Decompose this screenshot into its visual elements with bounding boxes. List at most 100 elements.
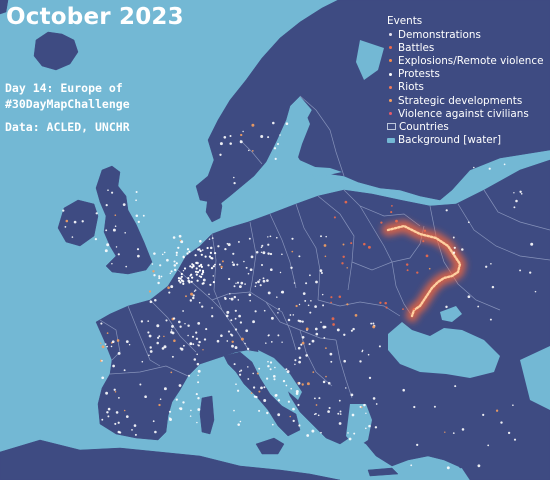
event-dot — [333, 216, 336, 219]
event-dot — [339, 413, 342, 415]
event-dot — [454, 385, 457, 388]
event-dot — [142, 214, 145, 217]
event-dot — [473, 166, 475, 169]
event-dot — [385, 306, 388, 309]
event-dot — [395, 219, 398, 223]
event-dot — [273, 378, 276, 381]
event-dot — [330, 360, 333, 363]
event-dot — [254, 285, 257, 288]
event-dot — [233, 409, 235, 412]
event-dot — [183, 267, 187, 270]
event-dot — [234, 346, 238, 350]
scandinavia-finland-russia — [195, 0, 550, 205]
event-dot — [285, 384, 288, 387]
event-dot — [258, 409, 261, 412]
event-dot — [170, 285, 174, 289]
event-dot — [210, 267, 214, 270]
event-dot — [368, 376, 372, 380]
legend-item-violence-against-civilians: Violence against civilians — [387, 107, 550, 120]
event-dot — [209, 251, 212, 254]
event-dot — [351, 413, 355, 417]
event-dot — [276, 142, 280, 146]
event-dot — [157, 336, 160, 339]
border-line — [109, 365, 189, 377]
event-dot — [182, 310, 184, 312]
event-dot — [226, 242, 229, 245]
white-sea — [356, 40, 384, 80]
event-dot — [224, 247, 227, 251]
border-line — [177, 269, 223, 311]
event-dot — [227, 330, 231, 333]
event-dot — [267, 364, 270, 368]
event-dot — [322, 380, 326, 384]
event-dot — [294, 363, 296, 366]
event-dot — [212, 281, 215, 284]
mallorca — [149, 413, 163, 427]
event-dot — [209, 283, 212, 286]
event-dot — [328, 406, 331, 410]
event-dot — [195, 261, 198, 264]
event-dot — [252, 386, 256, 389]
event-dot — [175, 251, 178, 254]
event-dot — [267, 291, 271, 295]
event-dot — [112, 228, 116, 232]
event-dot — [513, 206, 516, 209]
event-dot — [289, 415, 291, 418]
event-dot — [260, 263, 264, 267]
event-dot — [250, 392, 253, 394]
event-dot — [305, 327, 309, 331]
event-dot — [262, 251, 266, 255]
greenland-edge — [0, 0, 9, 15]
event-dot — [134, 433, 137, 436]
event-dot — [128, 343, 131, 346]
event-dot — [168, 410, 172, 413]
event-dot — [240, 369, 243, 372]
legend-label: Violence against civilians — [398, 107, 529, 120]
event-dot — [141, 360, 144, 363]
event-dot — [170, 270, 173, 273]
countries-swatch — [387, 123, 396, 131]
event-dot — [307, 304, 310, 307]
event-dot — [180, 275, 183, 278]
event-dot — [345, 387, 347, 389]
event-dot — [123, 409, 126, 412]
event-dot — [190, 292, 194, 296]
event-dot — [160, 275, 163, 278]
event-dot — [503, 163, 506, 166]
event-dot — [310, 300, 312, 302]
event-dot — [172, 317, 176, 320]
event-dot — [236, 389, 240, 392]
event-dot — [148, 354, 150, 356]
event-dot — [192, 343, 195, 346]
event-dot — [363, 403, 366, 407]
event-dot — [308, 343, 311, 346]
event-dot — [223, 135, 227, 139]
event-dot — [195, 267, 198, 270]
event-dot — [281, 341, 283, 343]
event-dot — [182, 282, 185, 285]
event-dot — [247, 378, 250, 380]
event-dot — [238, 285, 242, 289]
event-dot — [236, 263, 239, 266]
event-dot — [477, 464, 481, 468]
legend: Events Demonstrations Battles Explosions… — [387, 15, 550, 147]
event-dot — [347, 432, 349, 434]
event-dot — [117, 421, 120, 424]
event-dot — [354, 314, 358, 317]
event-dot — [276, 296, 278, 298]
event-dot — [211, 237, 214, 240]
event-dot — [198, 340, 201, 344]
event-dot — [461, 428, 465, 431]
event-dot — [372, 397, 376, 400]
ukraine-frontline-core — [386, 224, 462, 318]
event-dot — [262, 277, 265, 280]
event-dot — [225, 314, 229, 318]
event-dot — [196, 271, 200, 274]
event-dot — [260, 135, 264, 138]
event-dot — [361, 350, 363, 353]
event-dot — [117, 351, 121, 355]
adriatic-sea — [258, 350, 302, 400]
event-dot — [106, 345, 108, 348]
event-dot — [196, 421, 198, 424]
event-dot — [467, 221, 470, 224]
